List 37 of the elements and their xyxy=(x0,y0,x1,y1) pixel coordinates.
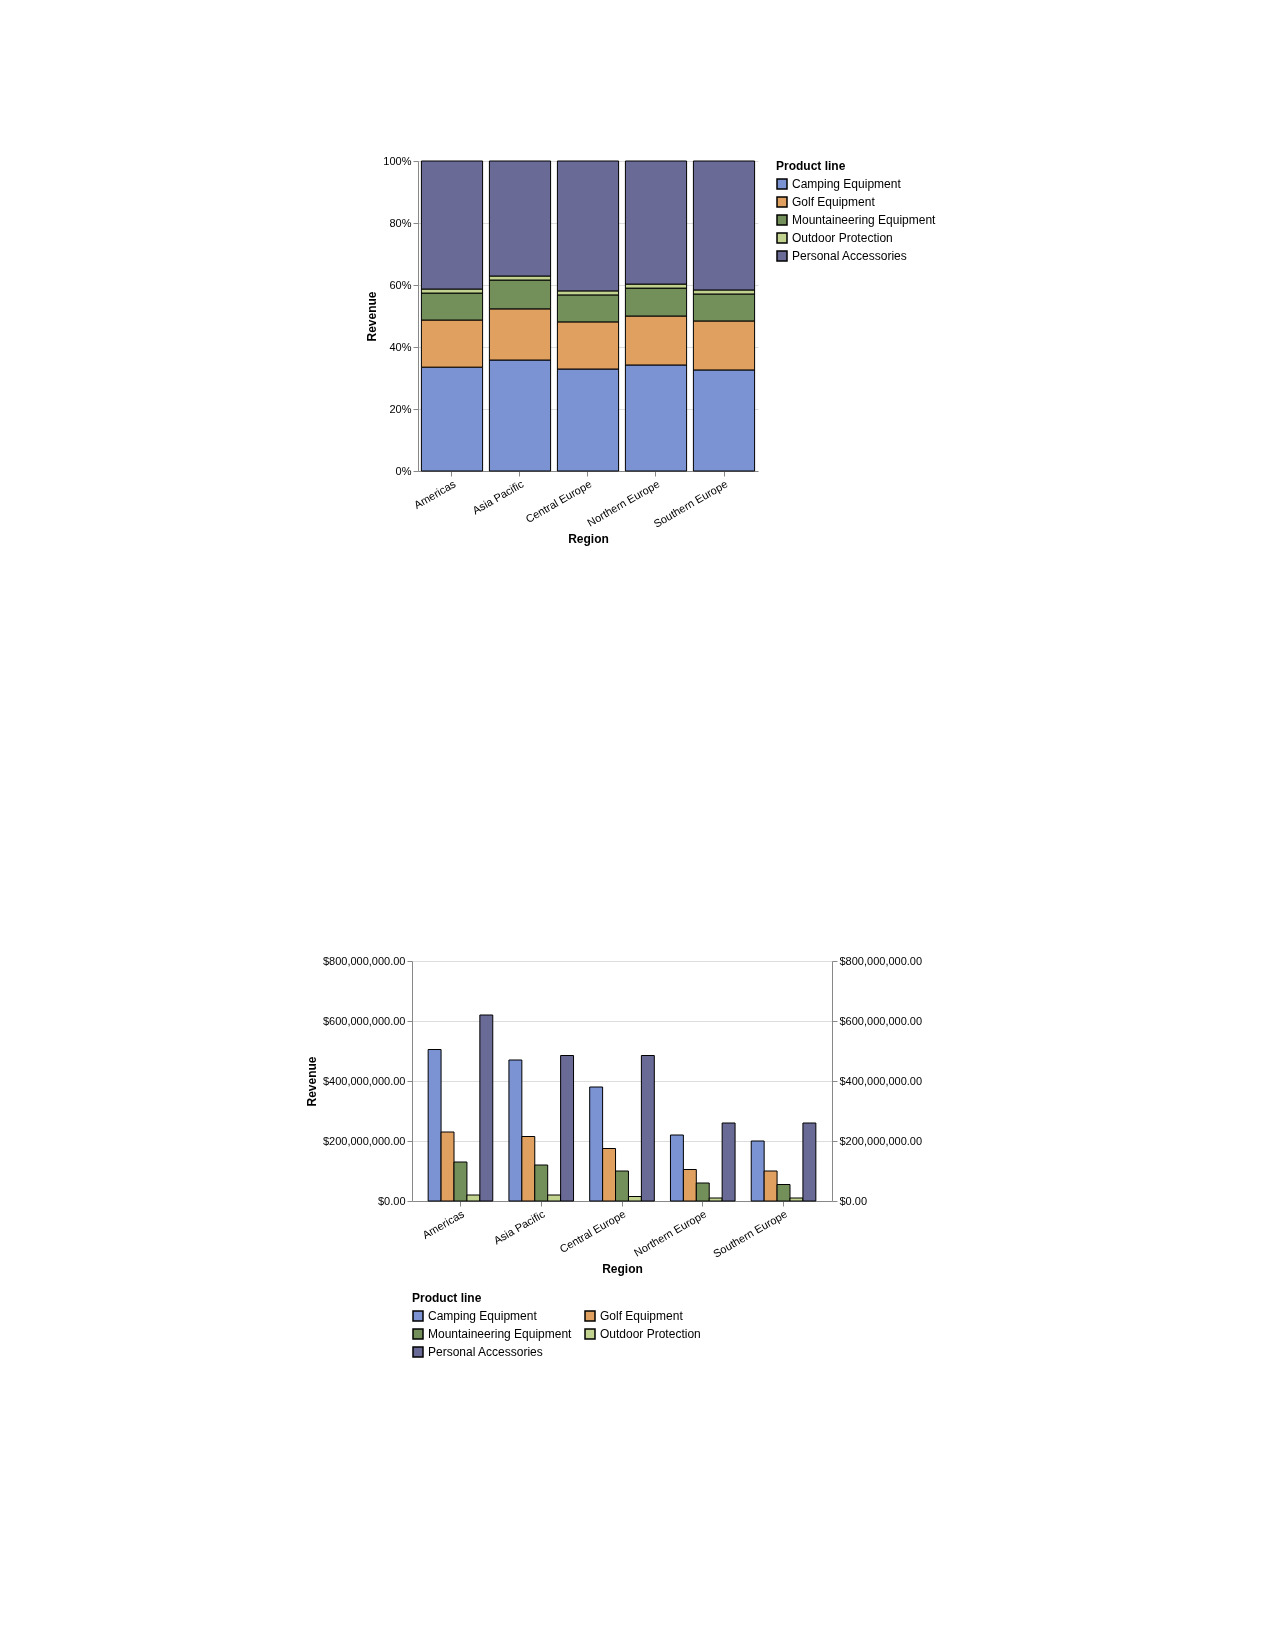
y-tick-label: 80% xyxy=(389,216,412,229)
bar xyxy=(420,160,484,290)
legend-label: Golf Equipment xyxy=(792,195,876,209)
legend-label: Outdoor Protection xyxy=(792,231,893,245)
y-tick-label: 60% xyxy=(389,278,412,291)
legend-label: Personal Accessories xyxy=(428,1345,543,1359)
y-tick-label: $800,000,000.00 xyxy=(322,954,406,967)
y-tick-label: 40% xyxy=(389,340,412,353)
y-tick-label: 100% xyxy=(383,154,412,167)
y2-tick-label: $0.00 xyxy=(839,1194,868,1207)
legend-label: Outdoor Protection xyxy=(600,1327,701,1341)
y2-tick-label: $800,000,000.00 xyxy=(839,954,923,967)
y-tick-label: 0% xyxy=(395,464,412,477)
y-tick-label: $600,000,000.00 xyxy=(322,1014,406,1027)
bar xyxy=(692,160,756,291)
legend-label: Mountaineering Equipment xyxy=(792,213,937,227)
legend-label: Camping Equipment xyxy=(792,177,902,191)
x-axis-title: Region xyxy=(602,1261,643,1276)
y-axis-title: Revenue xyxy=(365,291,380,342)
legend-label: Personal Accessories xyxy=(792,249,907,263)
x-axis-title: Region xyxy=(568,531,609,546)
y2-tick-label: $600,000,000.00 xyxy=(839,1014,923,1027)
bar xyxy=(488,160,552,277)
bar xyxy=(556,160,620,292)
y2-tick-label: $200,000,000.00 xyxy=(839,1134,923,1147)
y2-tick-label: $400,000,000.00 xyxy=(839,1074,923,1087)
y-axis-title: Revenue xyxy=(304,1056,319,1107)
y-tick-label: 20% xyxy=(389,402,412,415)
legend-title: Product line xyxy=(776,159,846,173)
y-tick-label: $0.00 xyxy=(377,1194,406,1207)
bar xyxy=(624,160,688,285)
y-tick-label: $400,000,000.00 xyxy=(322,1074,406,1087)
y-tick-label: $200,000,000.00 xyxy=(322,1134,406,1147)
legend-title: Product line xyxy=(412,1291,482,1305)
legend-label: Camping Equipment xyxy=(428,1309,538,1323)
legend-label: Golf Equipment xyxy=(600,1309,684,1323)
legend-label: Mountaineering Equipment xyxy=(428,1327,573,1341)
